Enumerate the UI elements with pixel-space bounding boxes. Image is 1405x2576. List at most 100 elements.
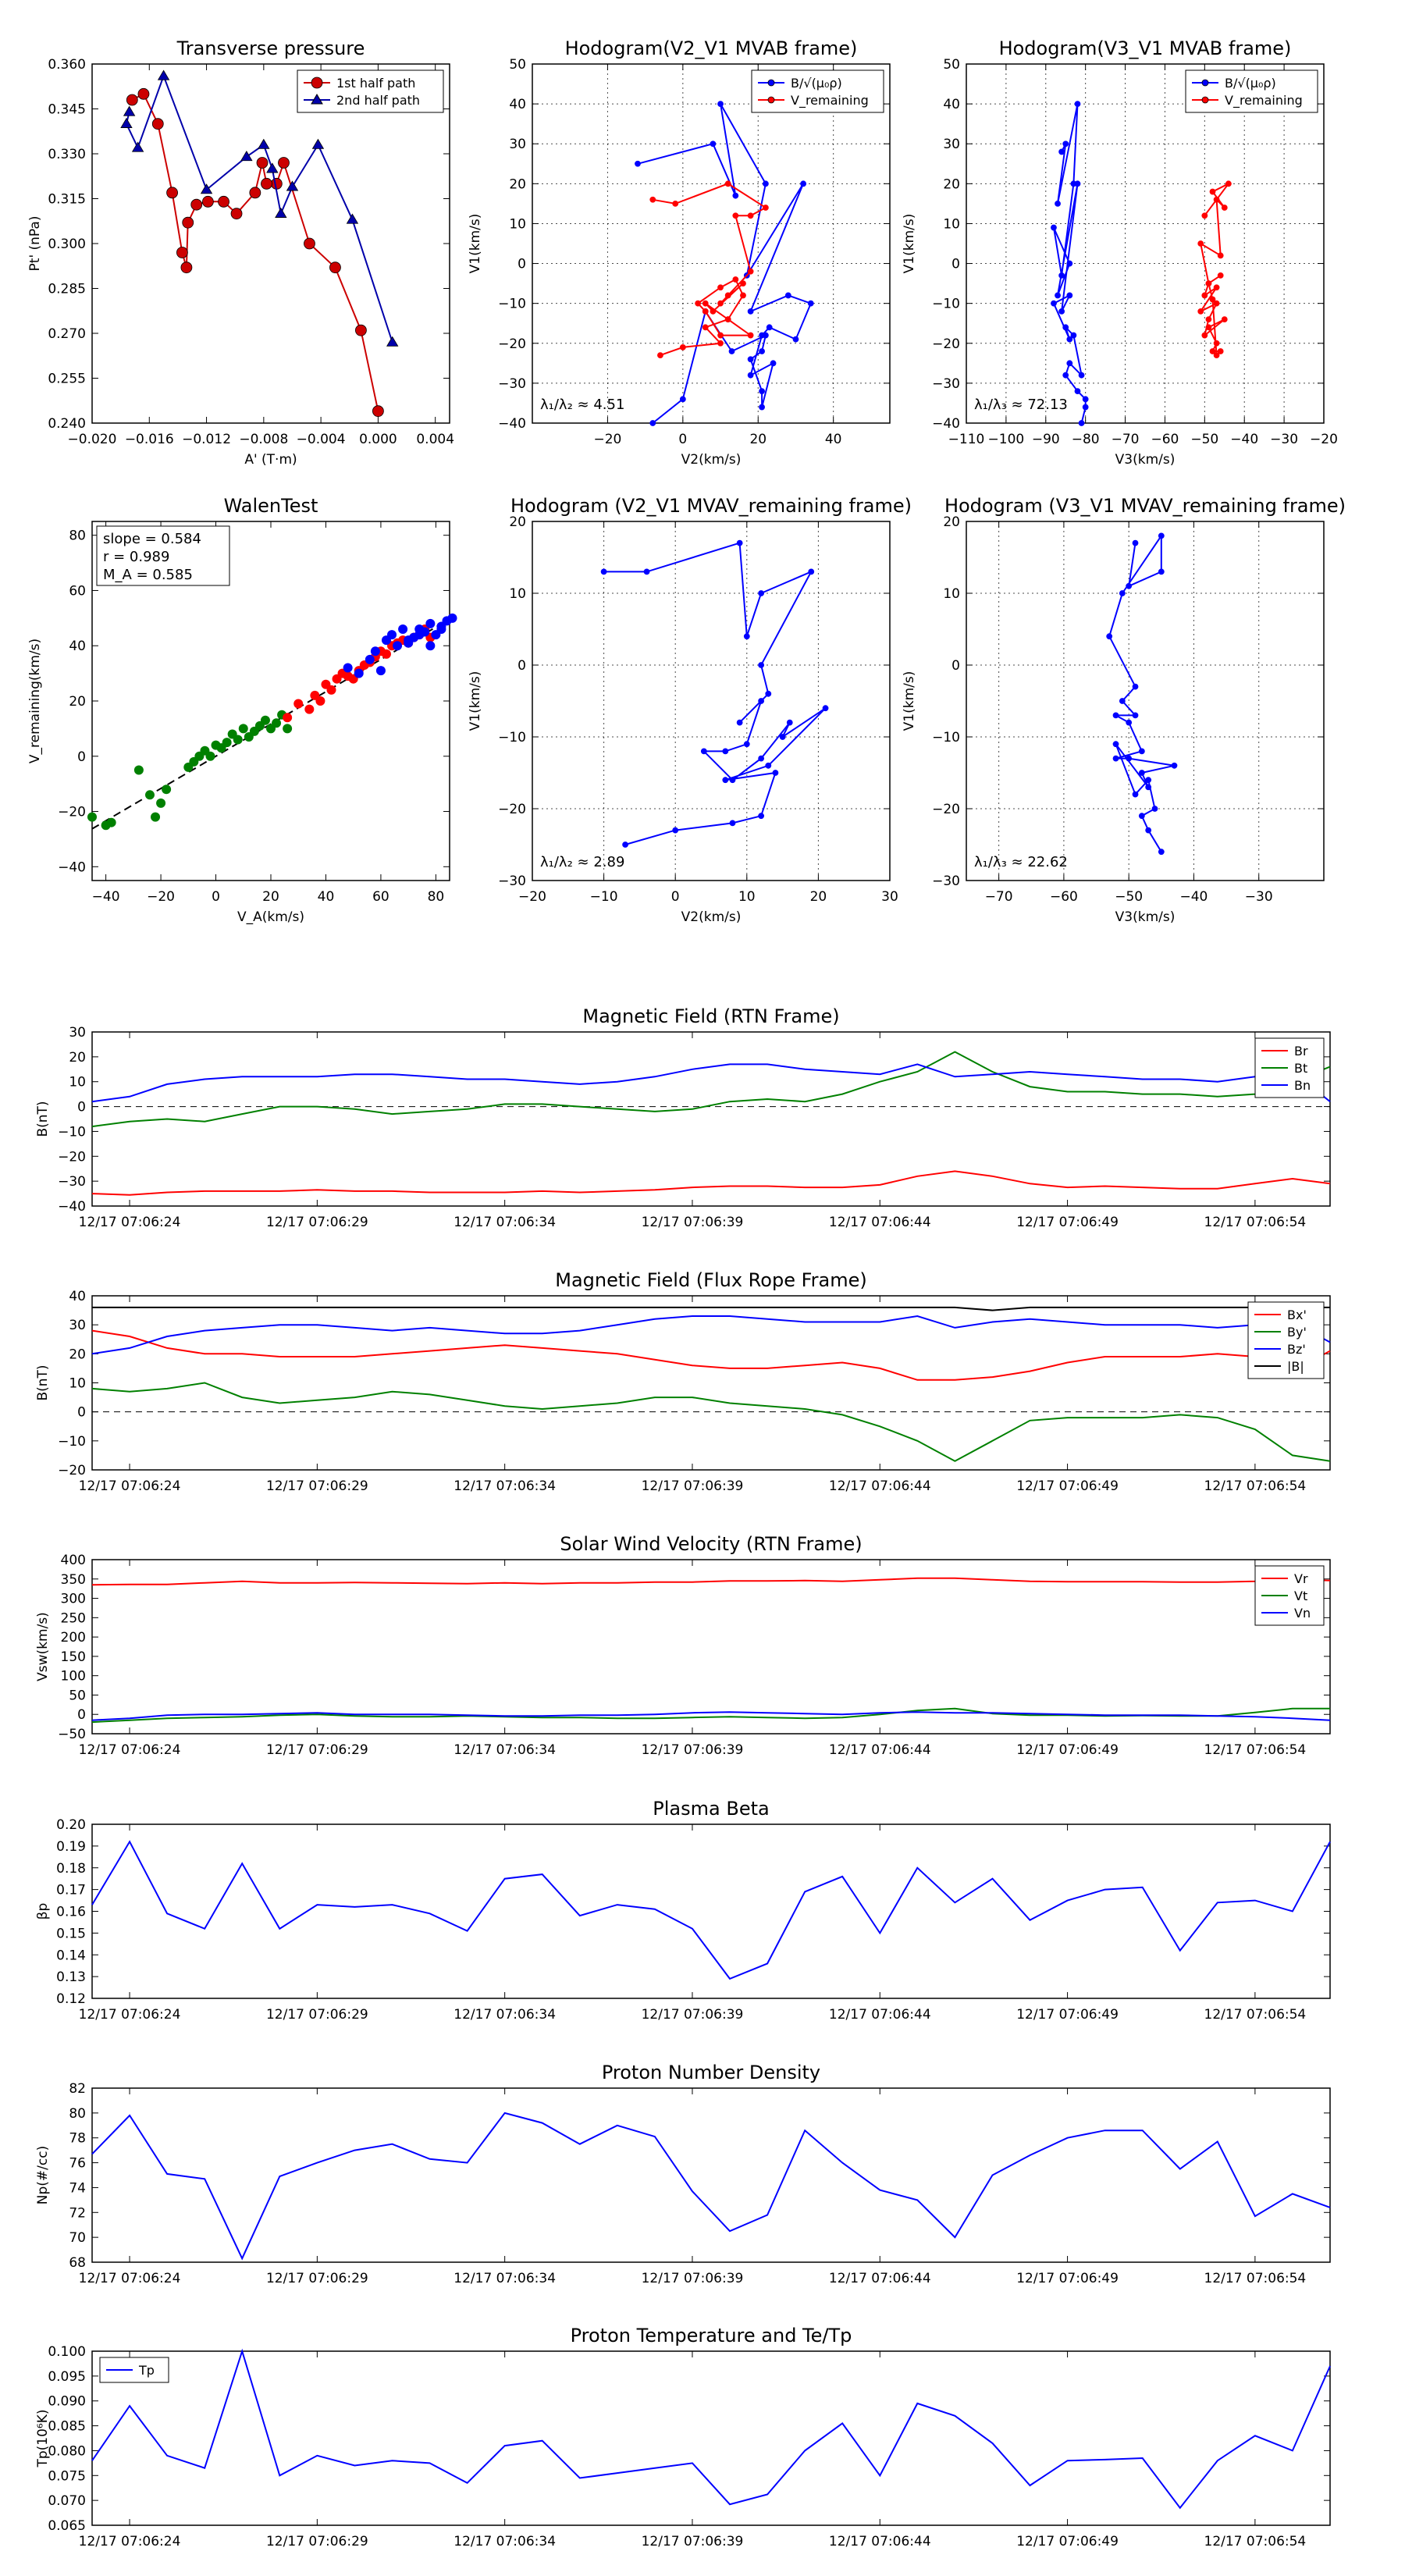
data-point <box>1058 308 1065 315</box>
data-point <box>765 690 772 697</box>
data-point <box>792 336 799 343</box>
data-point <box>717 101 724 108</box>
data-point <box>1197 308 1204 315</box>
data-point <box>1213 352 1220 359</box>
chart-title: Hodogram(V3_V1 MVAB frame) <box>999 37 1292 59</box>
y-tick-label: 20 <box>943 176 960 192</box>
x-tick-label: −0.004 <box>297 432 346 447</box>
y-tick-label: −20 <box>498 336 526 352</box>
data-point <box>1070 332 1077 339</box>
data-point <box>393 641 403 651</box>
y-tick-label: 0.300 <box>48 237 86 252</box>
data-point <box>732 212 739 219</box>
data-point <box>717 332 724 339</box>
data-point <box>758 590 765 596</box>
y-tick-label: 40 <box>943 97 960 112</box>
y-tick-label: 80 <box>69 528 86 544</box>
legend-label: V_remaining <box>791 93 869 109</box>
data-point <box>1151 806 1158 812</box>
data-point <box>779 734 786 740</box>
y-tick-label: −20 <box>498 802 526 817</box>
y-tick-label: 78 <box>69 2131 86 2147</box>
data-point <box>162 785 172 795</box>
y-tick-label: 10 <box>943 216 960 232</box>
data-point <box>695 300 702 307</box>
legend-label: Bx' <box>1287 1308 1307 1322</box>
data-point <box>249 187 261 199</box>
data-point <box>260 715 270 725</box>
data-point <box>702 308 709 315</box>
data-point <box>1145 827 1152 834</box>
y-axis-label: Tp(10⁶K) <box>35 2409 51 2467</box>
y-tick-label: 0 <box>951 257 960 272</box>
data-point <box>729 820 736 827</box>
data-point <box>1082 396 1089 403</box>
x-tick-label: 12/17 07:06:44 <box>829 2007 931 2023</box>
data-point <box>126 94 138 106</box>
x-tick-label: −0.012 <box>182 432 231 447</box>
x-tick-label: −20 <box>147 889 175 905</box>
y-tick-label: 76 <box>69 2156 86 2172</box>
data-point <box>724 292 731 299</box>
legend-label: By' <box>1287 1325 1307 1340</box>
data-point <box>763 332 769 339</box>
y-tick-label: 0.095 <box>48 2369 86 2385</box>
x-tick-label: −0.020 <box>68 432 117 447</box>
data-point <box>1225 180 1232 187</box>
data-point <box>1051 300 1057 307</box>
chart-title: Plasma Beta <box>653 1798 769 1820</box>
y-axis-label: Np(#/cc) <box>35 2146 51 2204</box>
data-point <box>710 141 717 148</box>
x-tick-label: 12/17 07:06:54 <box>1204 2007 1307 2023</box>
y-axis-label: V1(km/s) <box>902 671 917 731</box>
data-point <box>1126 582 1133 589</box>
data-point <box>1158 532 1165 539</box>
legend-label: 2nd half path <box>336 93 420 108</box>
data-point <box>283 724 293 734</box>
y-tick-label: 10 <box>69 1376 86 1392</box>
data-point <box>1201 212 1208 219</box>
data-point <box>1106 633 1113 640</box>
x-tick-label: 12/17 07:06:54 <box>1204 1478 1307 1494</box>
x-tick-label: 12/17 07:06:34 <box>454 2534 556 2549</box>
y-tick-label: 20 <box>69 1347 86 1362</box>
x-tick-label: 12/17 07:06:29 <box>266 2007 368 2023</box>
data-point <box>1213 300 1220 307</box>
x-tick-label: 12/17 07:06:39 <box>642 1215 744 1230</box>
y-tick-label: −20 <box>58 1463 86 1478</box>
x-tick-label: 12/17 07:06:49 <box>1016 1478 1119 1494</box>
y-tick-label: 0 <box>77 749 86 765</box>
x-tick-label: 12/17 07:06:44 <box>829 2534 931 2549</box>
y-tick-label: 30 <box>69 1318 86 1333</box>
data-point <box>1132 791 1139 798</box>
data-point <box>201 195 214 208</box>
x-tick-label: −70 <box>1112 432 1140 447</box>
data-point <box>1055 200 1061 207</box>
data-point <box>758 755 765 762</box>
data-point <box>747 356 754 363</box>
chart-transverse_pressure: 0.240 0.255 0.270 0.285 0.300 0.315 0.330 0.345… <box>27 37 454 468</box>
data-point <box>1138 748 1145 755</box>
x-tick-label: 0 <box>212 889 220 905</box>
y-tick-label: −40 <box>498 416 526 432</box>
annotation-text: λ₁/λ₃ ≈ 72.13 <box>974 397 1068 413</box>
series-line <box>637 103 813 424</box>
y-axis-label: B(nT) <box>35 1101 51 1137</box>
y-axis-label: V_remaining(km/s) <box>27 639 43 763</box>
y-tick-label: −50 <box>58 1727 86 1742</box>
data-point <box>679 396 686 403</box>
y-tick-label: −10 <box>58 1124 86 1140</box>
series-line <box>131 92 379 411</box>
data-point <box>1078 372 1085 379</box>
data-point <box>740 292 746 299</box>
chart-proton_density: 68 70 72 74 76 78 80 82 12/17 07:06:24 12/17 07:0… <box>35 2062 1331 2286</box>
x-tick-label: −0.016 <box>125 432 174 447</box>
data-point <box>679 343 686 350</box>
y-tick-label: 200 <box>61 1630 86 1646</box>
y-axis-label: βp <box>35 1903 51 1920</box>
data-point <box>743 633 750 640</box>
x-axis-label: V3(km/s) <box>1115 452 1176 468</box>
x-tick-label: −0.008 <box>239 432 288 447</box>
y-tick-label: 20 <box>509 514 526 530</box>
